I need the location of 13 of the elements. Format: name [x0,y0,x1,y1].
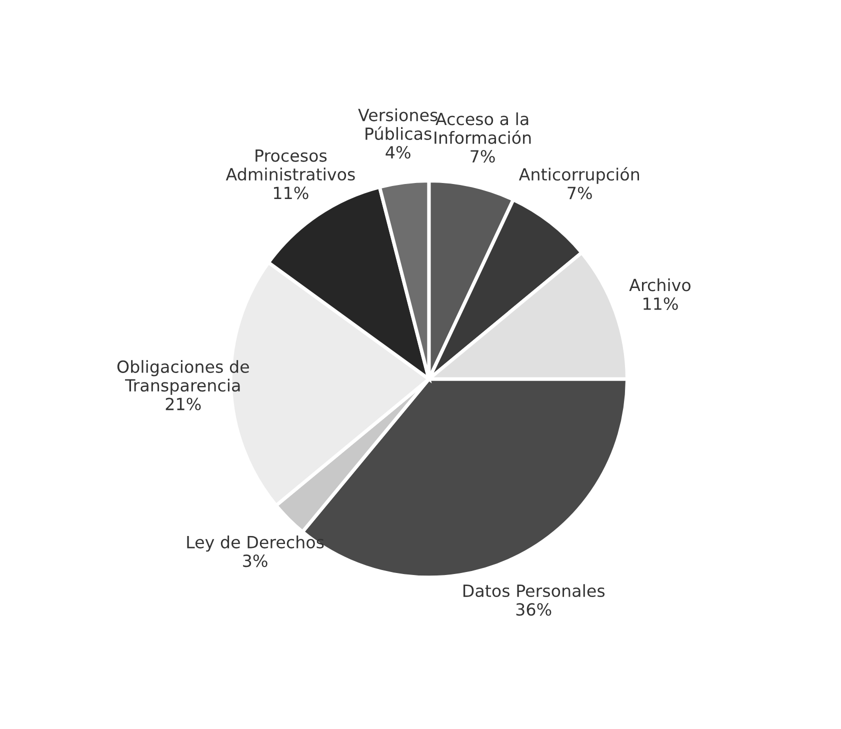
data-label: 11% [644,297,678,310]
data-label: 7% [470,150,495,163]
data-label: 3% [243,554,268,568]
slice-label: Archivo [629,278,690,292]
data-label: 7% [568,186,592,200]
slice-label: Anticorrupción [518,167,639,184]
data-label: 4% [386,146,410,159]
data-label: 21% [166,398,201,410]
slice-label: Datos Personales [463,584,605,598]
data-label: 36% [516,603,552,616]
slice-label: Procesos Administrativos [226,150,355,181]
data-label: 11% [274,186,308,200]
slice-label: Obligaciones de Transparencia [117,360,249,395]
